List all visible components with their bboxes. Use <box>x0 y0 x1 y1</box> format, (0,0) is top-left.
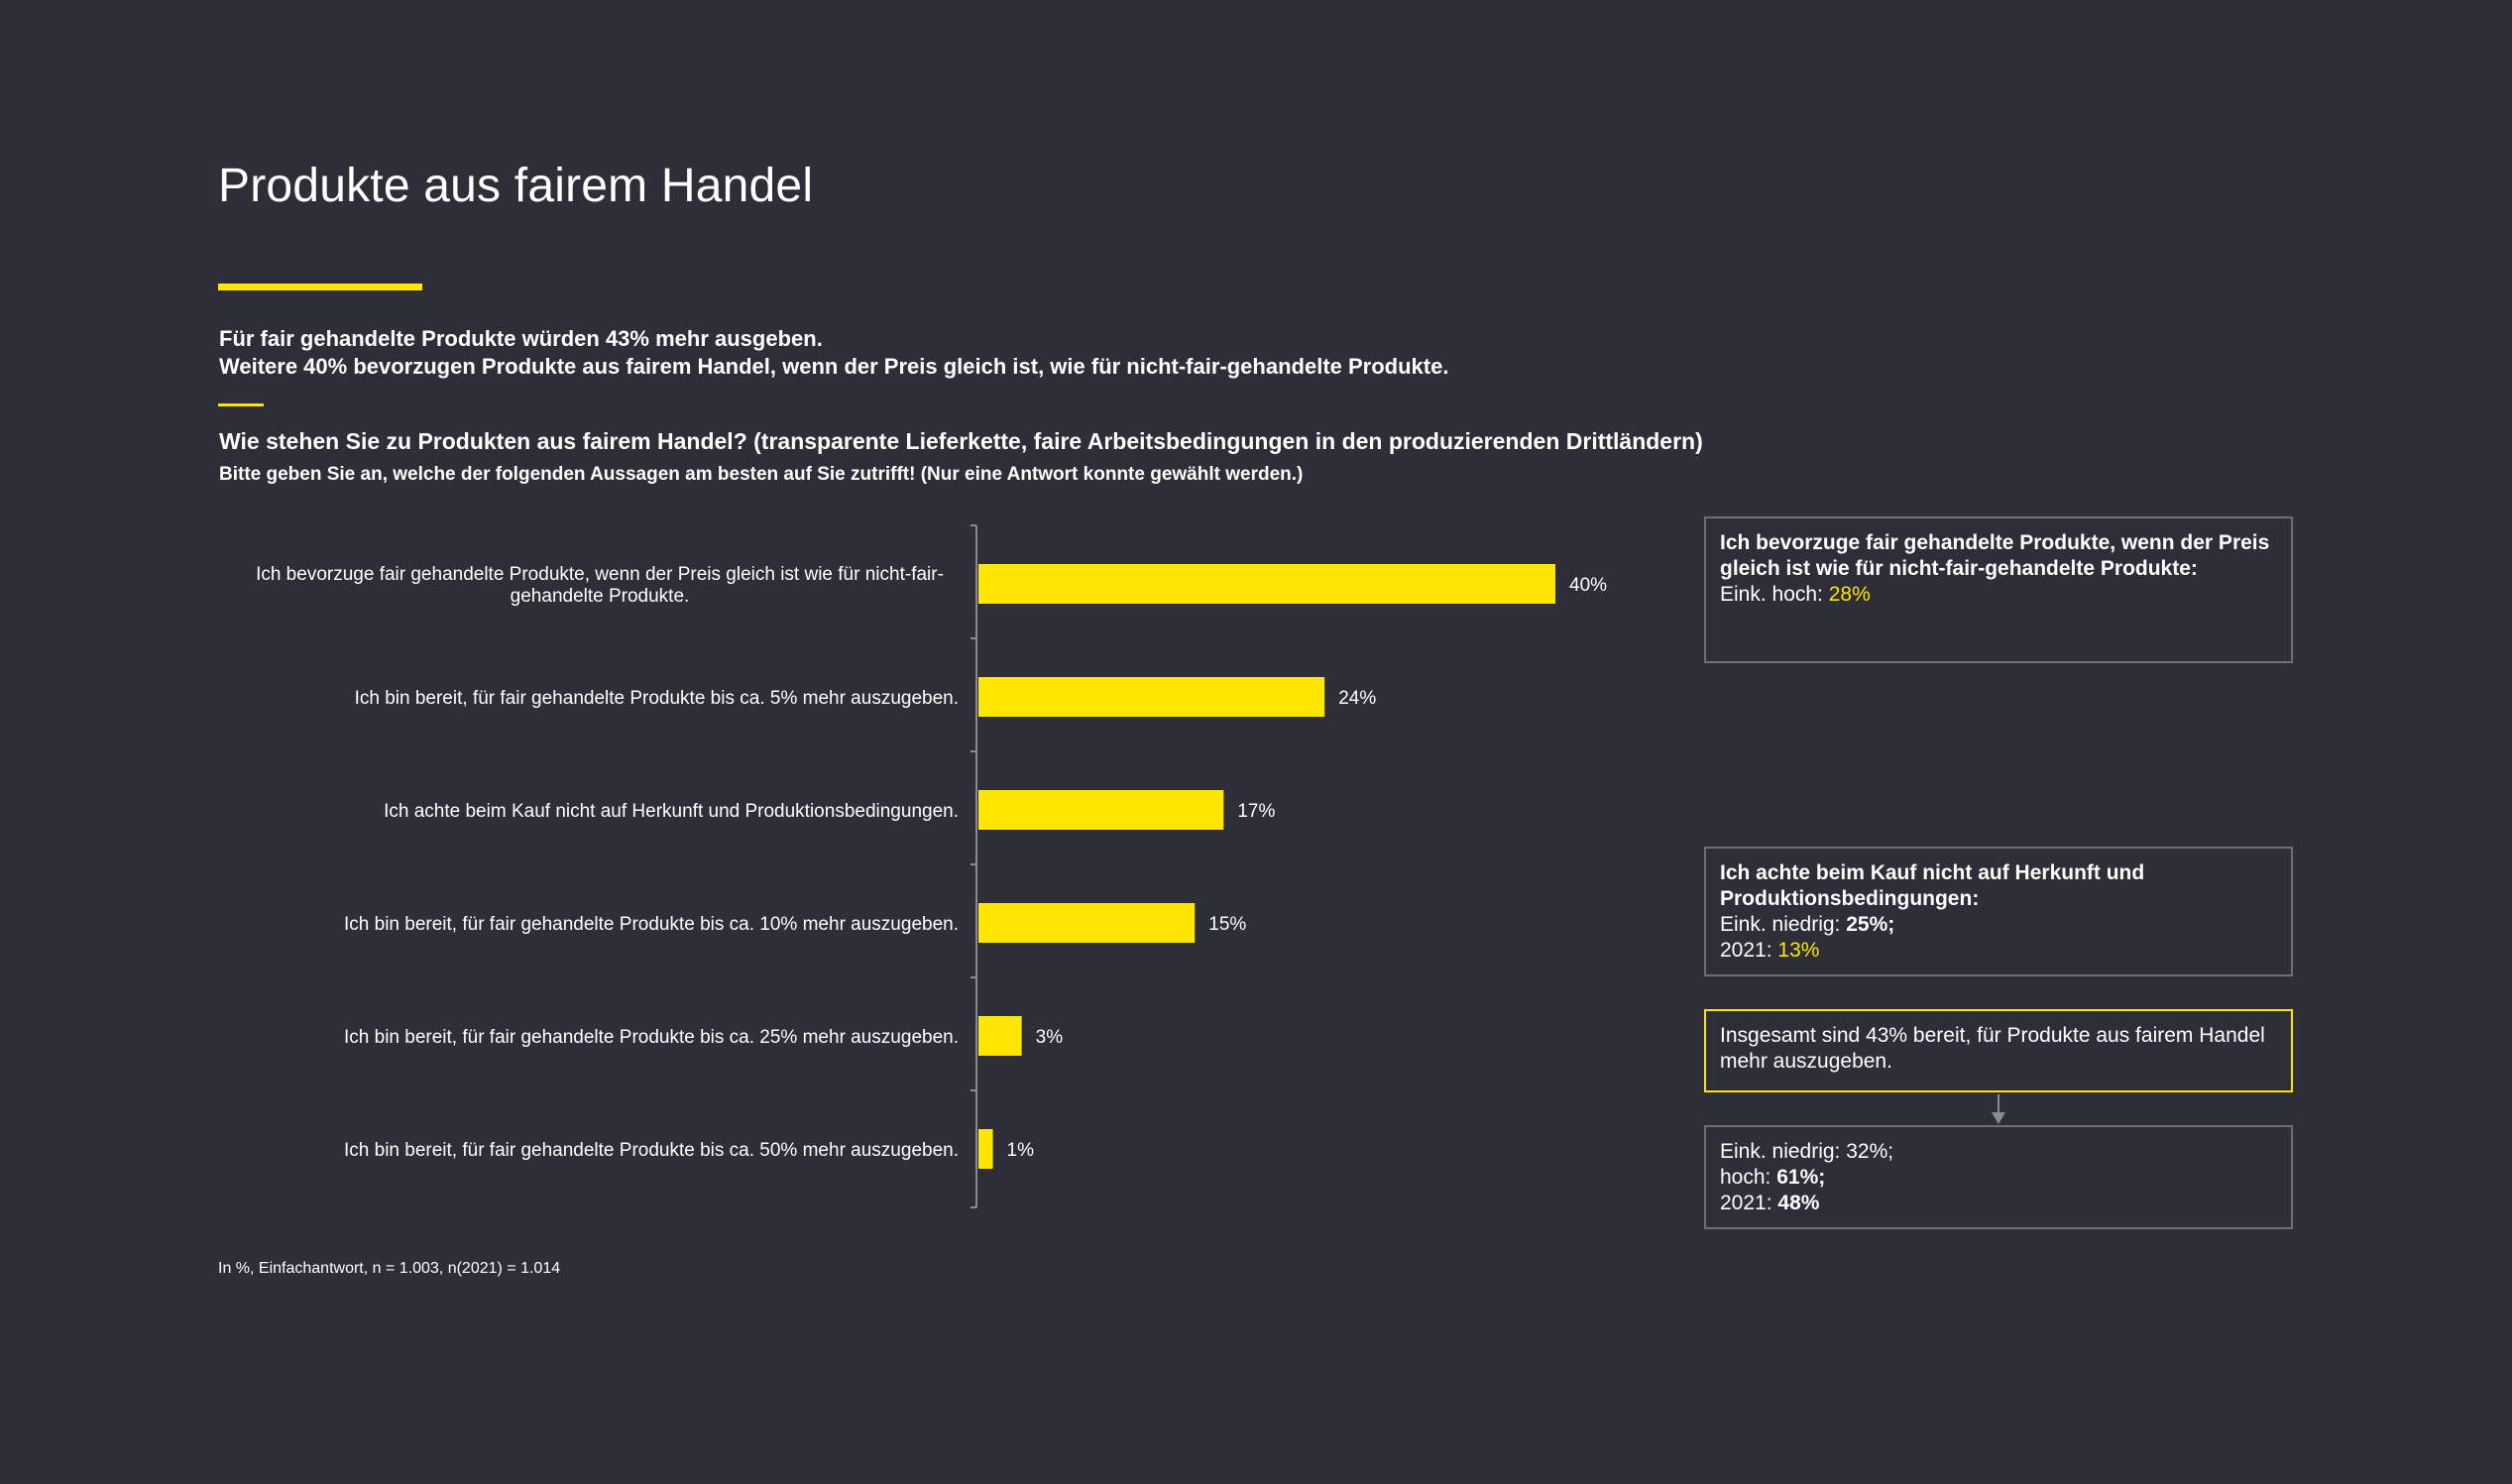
callout-no-attention-heading: Ich achte beim Kauf nicht auf Herkunft u… <box>1720 861 2145 910</box>
callout-total-willing-text: Insgesamt sind 43% bereit, für Produkte … <box>1720 1024 2265 1073</box>
callout-no-attention-line-2: 2021: 13% <box>1720 938 2277 964</box>
callout-label: Eink. niedrig: <box>1720 913 1847 936</box>
category-label: Ich bin bereit, für fair gehandelte Prod… <box>344 1027 959 1048</box>
title-underline <box>218 284 422 290</box>
callout-label: hoch: <box>1720 1166 1777 1189</box>
footnote: In %, Einfachantwort, n = 1.003, n(2021)… <box>218 1260 561 1277</box>
callout-income-line-1: Eink. niedrig: 32%; <box>1720 1140 1894 1163</box>
category-label: Ich achte beim Kauf nicht auf Herkunft u… <box>384 801 959 822</box>
callout-value: 25%; <box>1846 913 1895 936</box>
callout-prefer-fair: Ich bevorzuge fair gehandelte Produkte, … <box>1704 516 2293 663</box>
callout-value: 61%; <box>1776 1166 1826 1189</box>
category-label: Ich bin bereit, für fair gehandelte Prod… <box>355 688 959 709</box>
callout-income-line-3: 2021: 48% <box>1720 1191 2277 1216</box>
data-label: 40% <box>1569 575 1607 596</box>
callout-total-willing: Insgesamt sind 43% bereit, für Produkte … <box>1704 1009 2293 1092</box>
callout-value: 13% <box>1777 939 1820 962</box>
bar <box>978 903 1196 943</box>
divider <box>218 403 264 406</box>
summary: Für fair gehandelte Produkte würden 43% … <box>219 325 1448 381</box>
bar <box>978 677 1325 717</box>
callout-prefer-fair-detail: Eink. hoch: 28% <box>1720 582 2277 608</box>
summary-line-1: Für fair gehandelte Produkte würden 43% … <box>219 326 823 351</box>
data-label: 3% <box>1036 1027 1064 1048</box>
callout-prefer-fair-heading: Ich bevorzuge fair gehandelte Produkte, … <box>1720 531 2270 580</box>
bar <box>978 790 1224 830</box>
data-label: 17% <box>1237 801 1275 822</box>
data-label: 24% <box>1338 688 1376 709</box>
summary-line-2: Weitere 40% bevorzugen Produkte aus fair… <box>219 354 1449 379</box>
category-label: Ich bevorzuge fair gehandelte Produkte, … <box>256 564 944 607</box>
callout-label: Eink. hoch: <box>1720 583 1829 606</box>
bar <box>978 564 1555 604</box>
survey-question: Wie stehen Sie zu Produkten aus fairem H… <box>219 428 1703 454</box>
callout-value: 48% <box>1777 1192 1820 1214</box>
category-label-line: gehandelte Produkte. <box>511 586 690 607</box>
callout-income-line-2: hoch: 61%; <box>1720 1165 2277 1191</box>
callout-value: 28% <box>1828 583 1871 606</box>
survey-instruction: Bitte geben Sie an, welche der folgenden… <box>219 464 1304 485</box>
category-label-line: Ich bevorzuge fair gehandelte Produkte, … <box>256 564 944 585</box>
data-label: 1% <box>1007 1140 1035 1161</box>
callout-label: 2021: <box>1720 939 1778 962</box>
category-label: Ich bin bereit, für fair gehandelte Prod… <box>344 1140 959 1161</box>
page-title: Produkte aus fairem Handel <box>218 160 814 212</box>
category-label: Ich bin bereit, für fair gehandelte Prod… <box>344 914 959 935</box>
bar <box>978 1016 1022 1056</box>
bar <box>978 1129 993 1169</box>
callout-income-breakdown: Eink. niedrig: 32%; hoch: 61%; 2021: 48% <box>1704 1125 2293 1229</box>
callout-label: 2021: <box>1720 1192 1778 1214</box>
callout-no-attention-line-1: Eink. niedrig: 25%; <box>1720 912 2277 938</box>
data-label: 15% <box>1208 914 1246 935</box>
callout-no-attention: Ich achte beim Kauf nicht auf Herkunft u… <box>1704 847 2293 976</box>
